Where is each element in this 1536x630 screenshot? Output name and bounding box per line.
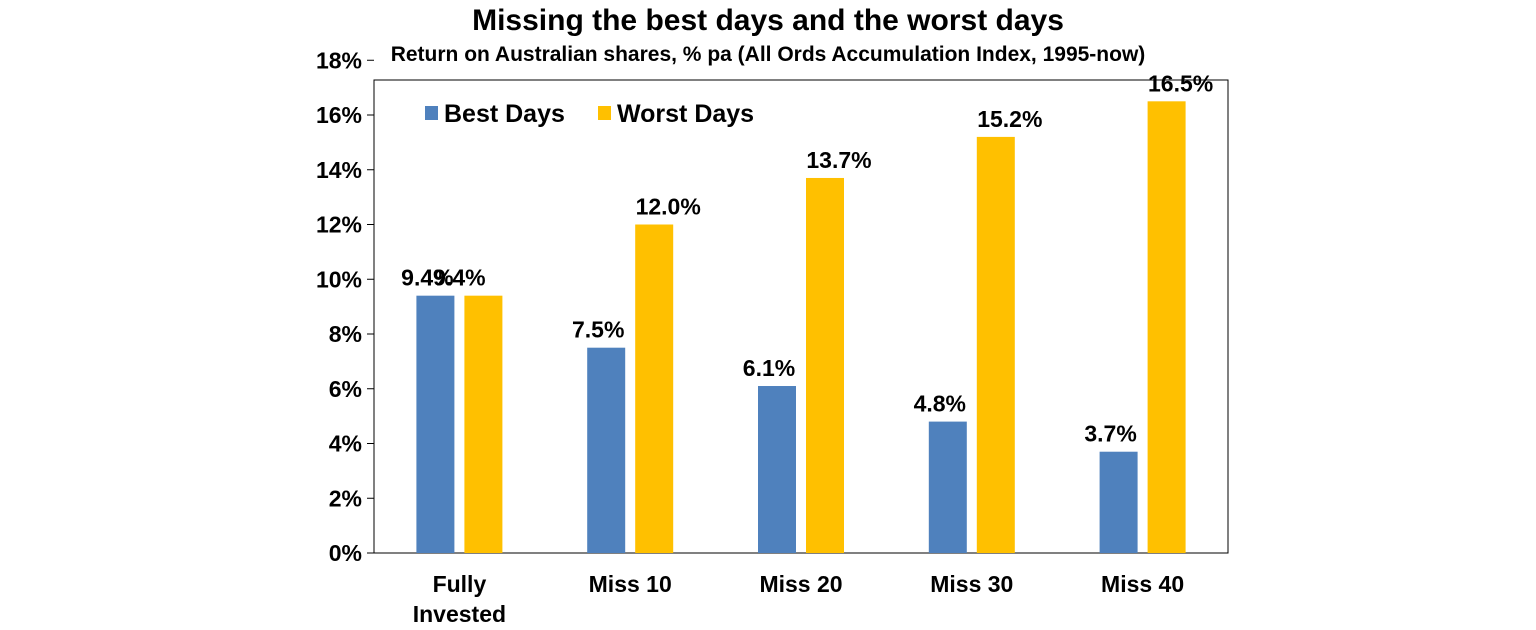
- y-tick-label: 12%: [316, 212, 362, 238]
- bar: [464, 295, 503, 553]
- bar: [1147, 101, 1186, 553]
- x-category-label: Fully: [433, 571, 487, 597]
- chart-subtitle: Return on Australian shares, % pa (All O…: [390, 43, 1146, 66]
- y-tick-label: 0%: [329, 540, 362, 566]
- y-tick-label: 16%: [316, 102, 362, 128]
- legend-swatch: [425, 106, 438, 120]
- bar: [976, 136, 1015, 553]
- legend-label: Worst Days: [617, 100, 754, 128]
- data-label: 3.7%: [1084, 421, 1136, 447]
- x-category-label: Miss 40: [1101, 571, 1184, 597]
- y-tick-label: 18%: [316, 47, 362, 73]
- y-tick-label: 8%: [329, 321, 362, 347]
- data-label: 13.7%: [806, 147, 871, 173]
- bar: [758, 386, 796, 553]
- y-tick-label: 6%: [329, 376, 362, 402]
- data-label: 9.4%: [401, 265, 453, 291]
- x-category-label: Miss 20: [759, 571, 842, 597]
- bar: [1099, 451, 1138, 553]
- bar: [635, 224, 674, 553]
- y-tick-label: 14%: [316, 157, 362, 183]
- legend-label: Best Days: [444, 100, 565, 128]
- data-label: 12.0%: [636, 194, 701, 220]
- chart-title: Missing the best days and the worst days: [472, 4, 1064, 37]
- data-label: 6.1%: [743, 355, 795, 381]
- legend-swatch: [598, 106, 611, 120]
- data-label: 9.4%: [433, 265, 485, 291]
- x-category-label: Miss 30: [930, 571, 1013, 597]
- bar: [416, 295, 455, 553]
- bar: [587, 347, 626, 553]
- data-label: 16.5%: [1148, 70, 1213, 96]
- bar: [806, 177, 844, 553]
- y-tick-label: 4%: [329, 431, 362, 457]
- x-category-label: Invested: [413, 601, 506, 627]
- data-label: 4.8%: [914, 391, 966, 417]
- data-label: 7.5%: [572, 317, 624, 343]
- plot-area-border: [373, 79, 1229, 554]
- data-label: 15.2%: [977, 106, 1042, 132]
- y-tick-label: 10%: [316, 266, 362, 292]
- x-category-label: Miss 10: [589, 571, 672, 597]
- bar: [928, 421, 967, 553]
- y-tick-label: 2%: [329, 485, 362, 511]
